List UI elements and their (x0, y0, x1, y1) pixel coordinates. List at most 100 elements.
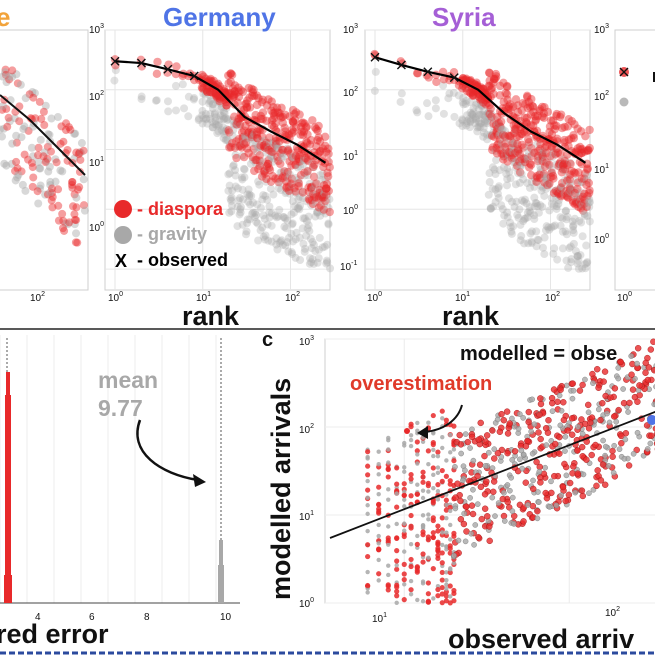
gravity-point (556, 213, 565, 222)
gravity-point (267, 209, 276, 218)
diaspora-point (408, 587, 414, 593)
diaspora-point (519, 143, 528, 152)
gravity-point (14, 170, 23, 179)
panel-left-frame (0, 29, 89, 291)
gravity-point (605, 463, 612, 469)
gravity-point (184, 92, 193, 101)
gravity-point (402, 582, 407, 587)
gravity-point (365, 511, 370, 517)
diaspora-point (486, 104, 495, 113)
diaspora-point (262, 142, 271, 152)
gravity-point (472, 112, 481, 121)
diaspora-point (206, 87, 215, 97)
gravity-point (307, 191, 316, 200)
diaspora-point (318, 193, 328, 203)
gravity-point (296, 256, 305, 265)
gravity-point (435, 497, 441, 502)
gravity-point (272, 234, 281, 243)
gravity-point (266, 184, 275, 193)
diaspora-point (241, 138, 251, 148)
diaspora-point (213, 91, 222, 101)
gravity-point (294, 178, 303, 187)
diaspora-point (274, 156, 283, 166)
diaspora-point (291, 108, 301, 117)
diaspora-point (233, 117, 242, 127)
diaspora-point (493, 131, 502, 140)
diaspora-point (443, 497, 449, 503)
diaspora-point (260, 143, 269, 152)
gravity-point (258, 195, 267, 204)
gravity-point (547, 194, 556, 203)
diaspora-point (278, 145, 288, 155)
gravity-point (552, 202, 561, 211)
gravity-point (292, 228, 301, 237)
gravity-point (229, 120, 238, 129)
gravity-point (569, 228, 578, 237)
diaspora-point (500, 417, 508, 424)
diaspora-point (12, 157, 21, 166)
diaspora-point (283, 147, 293, 156)
diaspora-point (58, 209, 67, 218)
gravity-point (500, 143, 509, 152)
c-ytick: 103 (299, 335, 314, 348)
diaspora-point (230, 100, 239, 109)
diaspora-point (502, 81, 512, 91)
gravity-point (495, 182, 504, 191)
gravity-point (267, 152, 276, 161)
gravity-point (213, 129, 222, 138)
diaspora-point (425, 483, 431, 489)
gravity-point (552, 204, 561, 213)
gravity-point (492, 513, 498, 519)
diaspora-point (281, 172, 290, 182)
diaspora-point (527, 94, 536, 104)
diaspora-point (234, 92, 244, 101)
gravity-point (394, 521, 399, 527)
gravity-point (459, 93, 468, 102)
diaspora-point (535, 170, 544, 179)
diaspora-point (469, 510, 477, 518)
gravity-point (72, 229, 81, 238)
diaspora-point (609, 453, 616, 460)
gravity-point (444, 530, 449, 535)
diaspora-point (489, 427, 496, 434)
gravity-point (306, 254, 315, 263)
gravity-point (189, 95, 198, 104)
gravity-point (485, 169, 494, 178)
gravity-point (287, 181, 296, 190)
diaspora-point (318, 154, 327, 163)
diaspora-point (466, 75, 475, 85)
gravity-point (277, 186, 286, 195)
gravity-point (531, 198, 540, 207)
gravity-point (240, 131, 249, 140)
diaspora-point (66, 125, 75, 134)
gravity-point (282, 187, 291, 196)
gravity-point (474, 105, 483, 114)
gravity-point (476, 100, 485, 109)
gravity-point (558, 492, 565, 499)
diaspora-point (524, 135, 533, 144)
diaspora-point (293, 146, 303, 155)
diaspora-point (215, 94, 225, 103)
diaspora-point (570, 463, 577, 470)
diaspora-point (234, 114, 243, 123)
diaspora-point (394, 566, 400, 572)
diaspora-point (296, 130, 305, 139)
diaspora-point (545, 160, 554, 170)
diaspora-point (568, 415, 576, 422)
gravity-point (480, 117, 489, 126)
gravity-point (205, 99, 214, 108)
diaspora-point (232, 153, 241, 163)
gravity-point (227, 193, 236, 202)
diaspora-point (439, 550, 445, 556)
gravity-point (448, 432, 453, 438)
diaspora-point (555, 112, 565, 122)
diaspora-point (491, 455, 498, 462)
diaspora-point (464, 438, 471, 446)
diaspora-point (504, 449, 511, 457)
diaspora-point (499, 78, 508, 88)
gravity-point (483, 135, 492, 144)
diaspora-point (492, 143, 501, 153)
gravity-point (234, 142, 243, 151)
diaspora-point (493, 140, 502, 150)
